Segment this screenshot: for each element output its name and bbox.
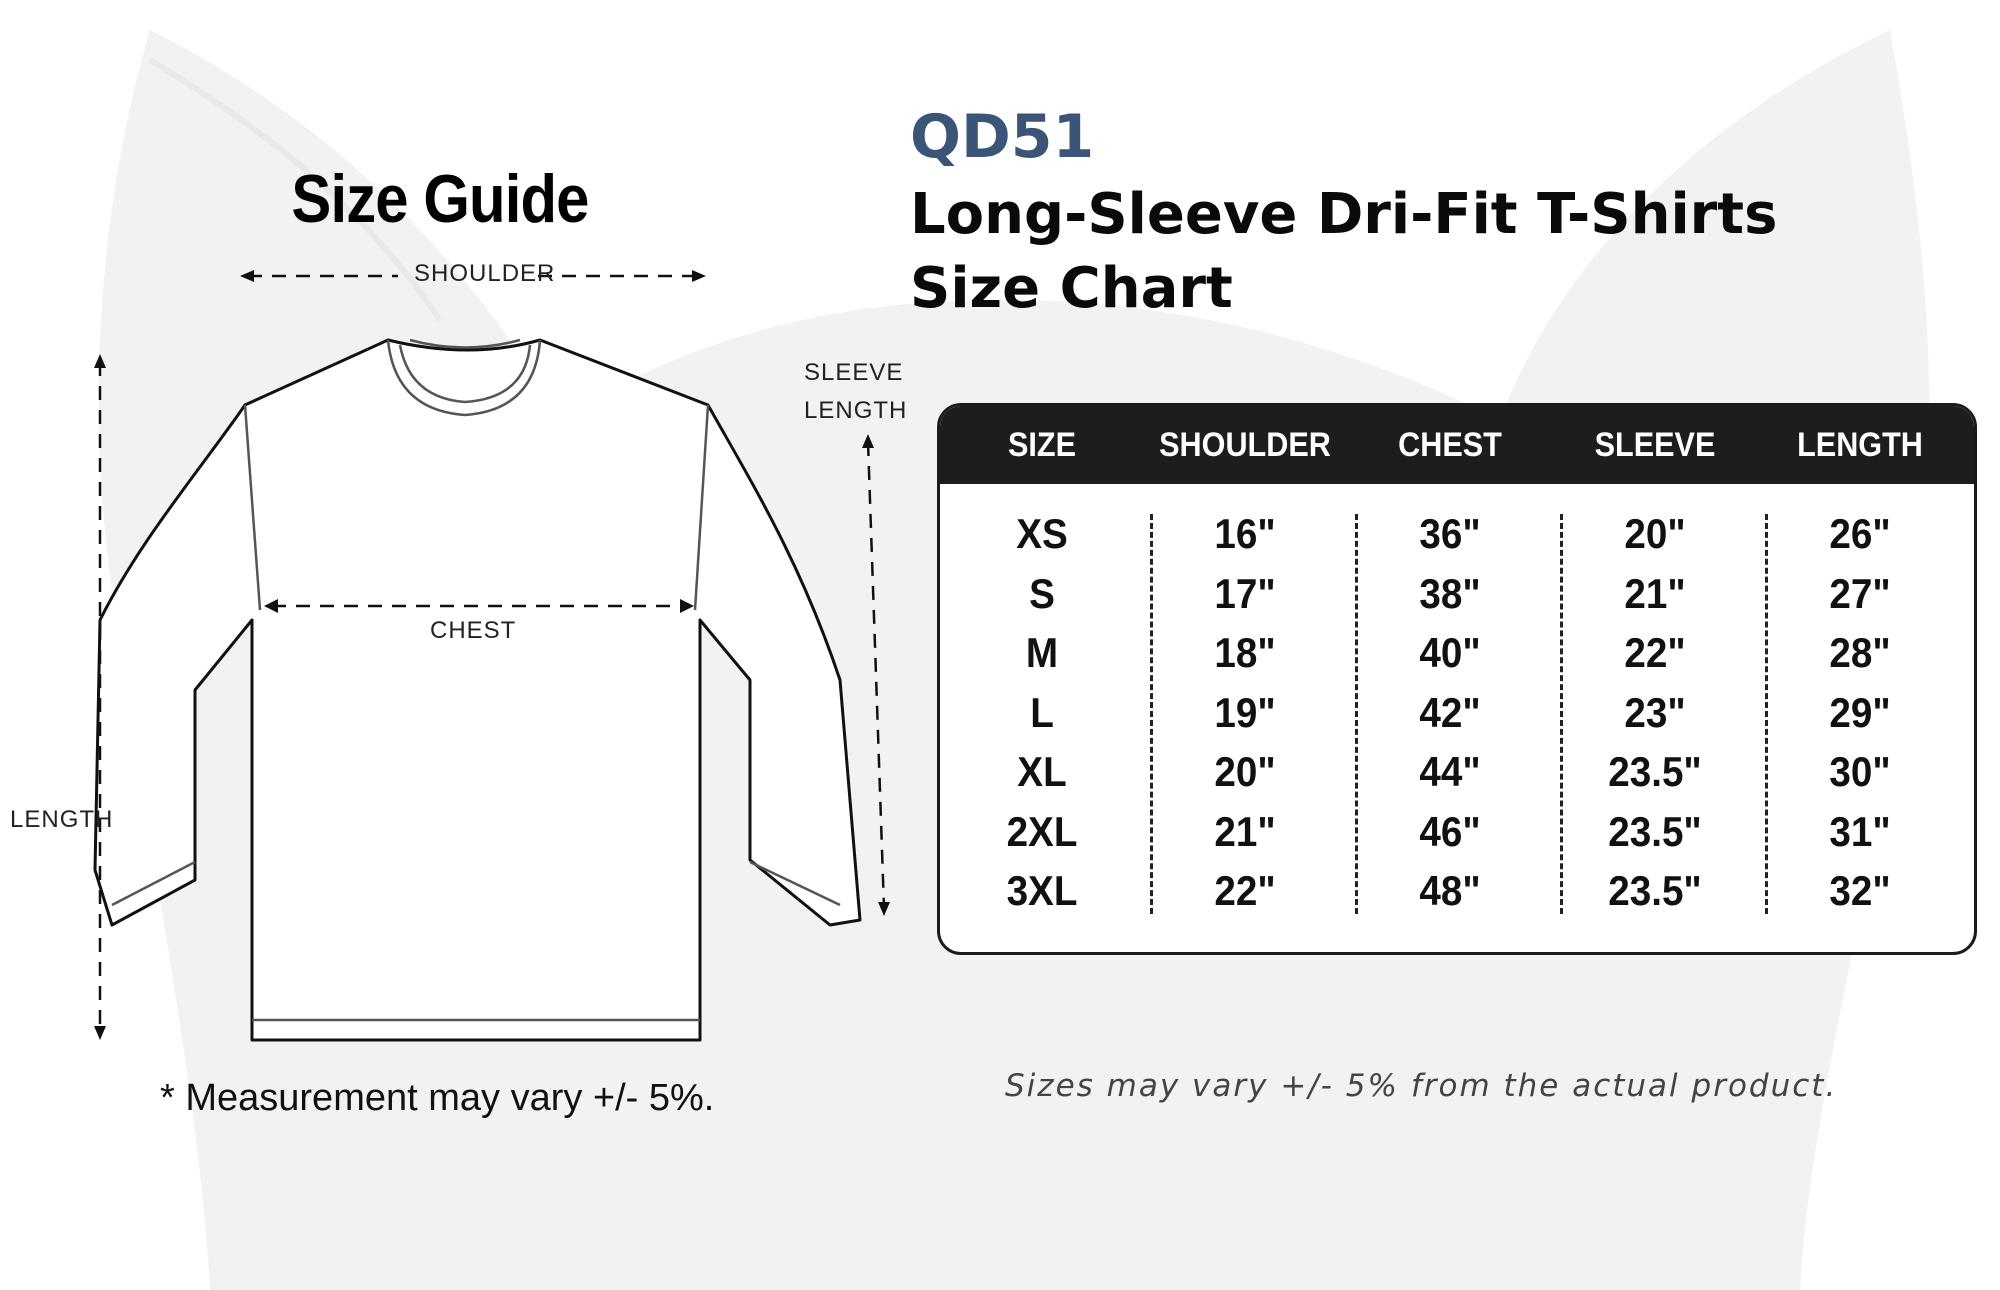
- length-arrowhead-top: [94, 354, 106, 368]
- sleeve-arrowhead-bottom: [878, 902, 890, 916]
- column-divider: [1355, 514, 1358, 914]
- header-size: SIZE: [1007, 425, 1077, 464]
- table-cell: 40": [1419, 629, 1481, 676]
- right-cuff: [749, 860, 841, 907]
- measurement-note: * Measurement may vary +/- 5%.: [160, 1077, 715, 1119]
- sleeve-label-line2: LENGTH: [804, 397, 908, 424]
- table-cell: L: [1030, 688, 1054, 736]
- shoulder-arrowhead-left: [240, 270, 254, 282]
- table-cell: 23": [1624, 688, 1686, 736]
- table-cell: 29": [1829, 688, 1891, 736]
- product-title-line1: Long-Sleeve Dri-Fit T-Shirts: [910, 182, 1778, 247]
- table-cell: 3XL: [1006, 867, 1078, 914]
- size-chart-table: SIZE SHOULDER CHEST SLEEVE LENGTH XS S M…: [937, 403, 1977, 955]
- table-cell: 42": [1419, 688, 1481, 736]
- table-cell: 31": [1829, 807, 1891, 855]
- header-shoulder: SHOULDER: [1159, 425, 1331, 464]
- table-cell: XL: [1017, 748, 1067, 795]
- table-cell: 21": [1624, 569, 1686, 617]
- column-divider: [1560, 514, 1563, 914]
- left-cuff: [111, 860, 196, 907]
- length-label: LENGTH: [10, 806, 114, 833]
- length-arrowhead-bottom: [94, 1026, 106, 1040]
- header-length: LENGTH: [1797, 425, 1923, 464]
- table-cell: 48": [1419, 867, 1481, 914]
- chest-arrowhead-left: [264, 599, 278, 613]
- sleeve-column: 20" 21" 22" 23" 23.5" 23.5" 23.5": [1555, 504, 1755, 921]
- shoulder-label: SHOULDER: [414, 260, 556, 287]
- chest-arrowhead-right: [680, 599, 694, 613]
- table-cell: 20": [1214, 748, 1276, 795]
- collar-back: [409, 338, 521, 349]
- table-header-row: SIZE SHOULDER CHEST SLEEVE LENGTH: [940, 406, 1974, 484]
- table-cell: 46": [1419, 807, 1481, 855]
- shoulder-column: 16" 17" 18" 19" 20" 21" 22": [1145, 504, 1345, 921]
- table-cell: 18": [1214, 629, 1276, 676]
- table-cell: S: [1029, 569, 1055, 617]
- table-cell: 17": [1214, 569, 1276, 617]
- table-cell: 23.5": [1608, 807, 1702, 855]
- table-cell: 23.5": [1608, 748, 1702, 795]
- table-cell: M: [1025, 629, 1059, 676]
- table-cell: 30": [1829, 748, 1891, 795]
- sleeve-label-line1: SLEEVE: [804, 359, 904, 386]
- header-chest: CHEST: [1398, 425, 1502, 464]
- table-cell: 16": [1214, 510, 1276, 557]
- chest-column: 36" 38" 40" 42" 44" 46" 48": [1350, 504, 1550, 921]
- table-body: XS S M L XL 2XL 3XL 16" 17" 18" 19" 20" …: [940, 406, 1974, 952]
- table-cell: 23.5": [1608, 867, 1702, 914]
- sleeve-length-label: SLEEVE LENGTH: [804, 354, 907, 430]
- table-cell: 32": [1829, 867, 1891, 914]
- table-cell: 22": [1214, 867, 1276, 914]
- table-cell: 28": [1829, 629, 1891, 676]
- length-column: 26" 27" 28" 29" 30" 31" 32": [1760, 504, 1960, 921]
- collar-inner: [398, 344, 532, 404]
- table-cell: 2XL: [1006, 807, 1078, 855]
- header-sleeve: SLEEVE: [1594, 425, 1716, 464]
- chest-label: CHEST: [430, 617, 517, 644]
- left-armhole: [243, 404, 262, 611]
- column-divider: [1150, 514, 1153, 914]
- sleeve-arrowhead-top: [862, 434, 874, 448]
- table-cell: 20": [1624, 510, 1686, 557]
- table-cell: 44": [1419, 748, 1481, 795]
- table-cell: 36": [1419, 510, 1481, 557]
- size-guide-title: Size Guide: [291, 161, 589, 237]
- size-variance-note: Sizes may vary +/- 5% from the actual pr…: [1005, 1068, 1838, 1104]
- table-cell: XS: [1016, 510, 1068, 557]
- right-armhole: [693, 404, 710, 611]
- table-cell: 19": [1214, 688, 1276, 736]
- collar-outer: [386, 339, 542, 417]
- sleeve-arrow: [866, 441, 886, 909]
- shoulder-arrowhead-right: [692, 270, 706, 282]
- column-divider: [1765, 514, 1768, 914]
- table-cell: 38": [1419, 569, 1481, 617]
- size-column: XS S M L XL 2XL 3XL: [942, 504, 1142, 921]
- table-cell: 26": [1829, 510, 1891, 557]
- table-cell: 21": [1214, 807, 1276, 855]
- table-cell: 22": [1624, 629, 1686, 676]
- shirt-outline: [93, 338, 862, 1042]
- product-title: Long-Sleeve Dri-Fit T-Shirts Size Chart: [910, 178, 1777, 326]
- product-code: QD51: [910, 102, 1095, 172]
- product-title-line2: Size Chart: [910, 256, 1233, 321]
- table-cell: 27": [1829, 569, 1891, 617]
